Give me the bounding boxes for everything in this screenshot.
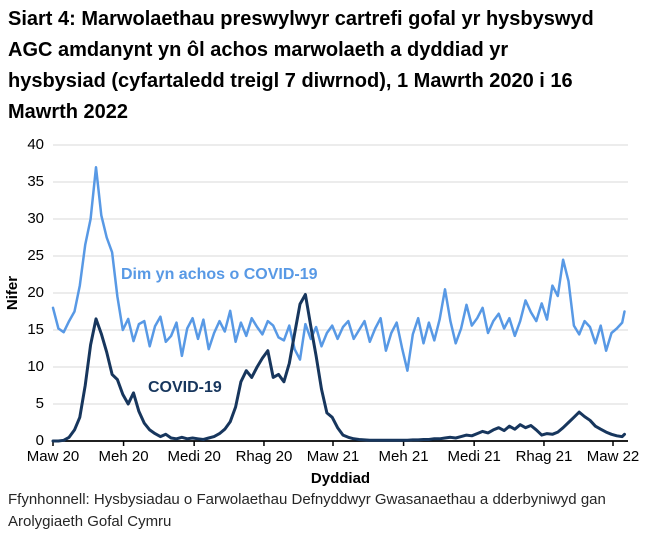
x-tick-label-7: Rhag 21 (515, 448, 573, 465)
x-tick-label-4: Maw 21 (306, 448, 360, 465)
x-tick-label-5: Meh 21 (378, 448, 429, 465)
x-tick-label-8: Maw 22 (586, 448, 640, 465)
y-tick-label-20: 20 (27, 284, 44, 301)
y-tick-label-40: 40 (27, 136, 44, 153)
y-tick-label-15: 15 (27, 321, 44, 338)
footer-source: Ffynhonnell: Hysbysiadau o Farwolaethau … (8, 491, 606, 530)
y-tick-label-0: 0 (35, 432, 44, 449)
x-tick-label-1: Meh 20 (98, 448, 149, 465)
chart-canvas (51, 144, 628, 446)
series-label-covid: COVID-19 (148, 379, 222, 396)
x-axis-title: Dyddiad (310, 470, 371, 487)
x-tick-label-0: Maw 20 (26, 448, 80, 465)
y-tick-label-30: 30 (27, 210, 44, 227)
series-line-covid (51, 293, 626, 443)
x-tick-label-6: Medi 21 (447, 448, 501, 465)
y-tick-label-5: 5 (35, 395, 44, 412)
y-tick-label-25: 25 (27, 247, 44, 264)
y-tick-label-35: 35 (27, 173, 44, 190)
x-tick-label-2: Medi 20 (167, 448, 221, 465)
chart-title: Siart 4: Marwolaethau preswylwyr cartref… (8, 8, 594, 123)
x-tick-label-3: Rhag 20 (235, 448, 293, 465)
y-tick-label-10: 10 (27, 358, 44, 375)
series-label-non-covid: Dim yn achos o COVID-19 (121, 266, 318, 283)
